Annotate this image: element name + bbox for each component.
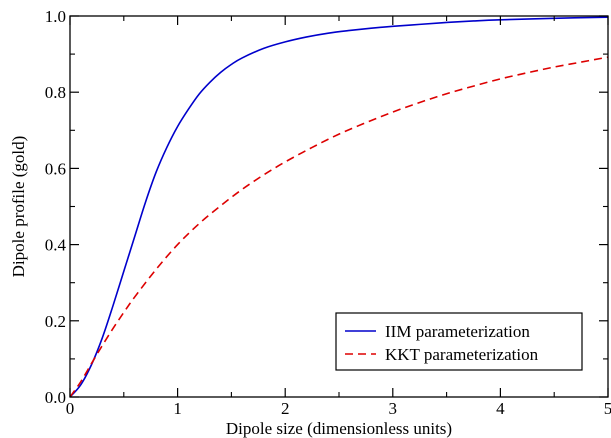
y-tick-label: 0.4 (45, 236, 67, 255)
y-tick-label: 0.8 (45, 83, 66, 102)
y-tick-label: 0.2 (45, 312, 66, 331)
legend-label-iim: IIM parameterization (385, 322, 530, 341)
legend-box (335, 312, 583, 371)
y-tick-label: 0.6 (45, 159, 66, 178)
y-tick-label: 0.0 (45, 388, 66, 407)
legend: IIM parameterization KKT parameterizatio… (335, 312, 583, 371)
x-tick-label: 5 (604, 399, 611, 418)
x-tick-label: 3 (389, 399, 398, 418)
legend-label-kkt: KKT parameterization (385, 345, 539, 364)
y-axis-label: Dipole profile (gold) (9, 136, 28, 278)
x-tick-label: 0 (66, 399, 75, 418)
series-line-kkt (69, 56, 609, 398)
x-tick-label: 4 (496, 399, 505, 418)
x-tick-label: 2 (281, 399, 290, 418)
x-axis-label: Dipole size (dimensionless units) (226, 419, 452, 438)
y-tick-label: 1.0 (45, 7, 66, 26)
series-line-iim (69, 16, 609, 398)
x-tick-label: 1 (173, 399, 182, 418)
